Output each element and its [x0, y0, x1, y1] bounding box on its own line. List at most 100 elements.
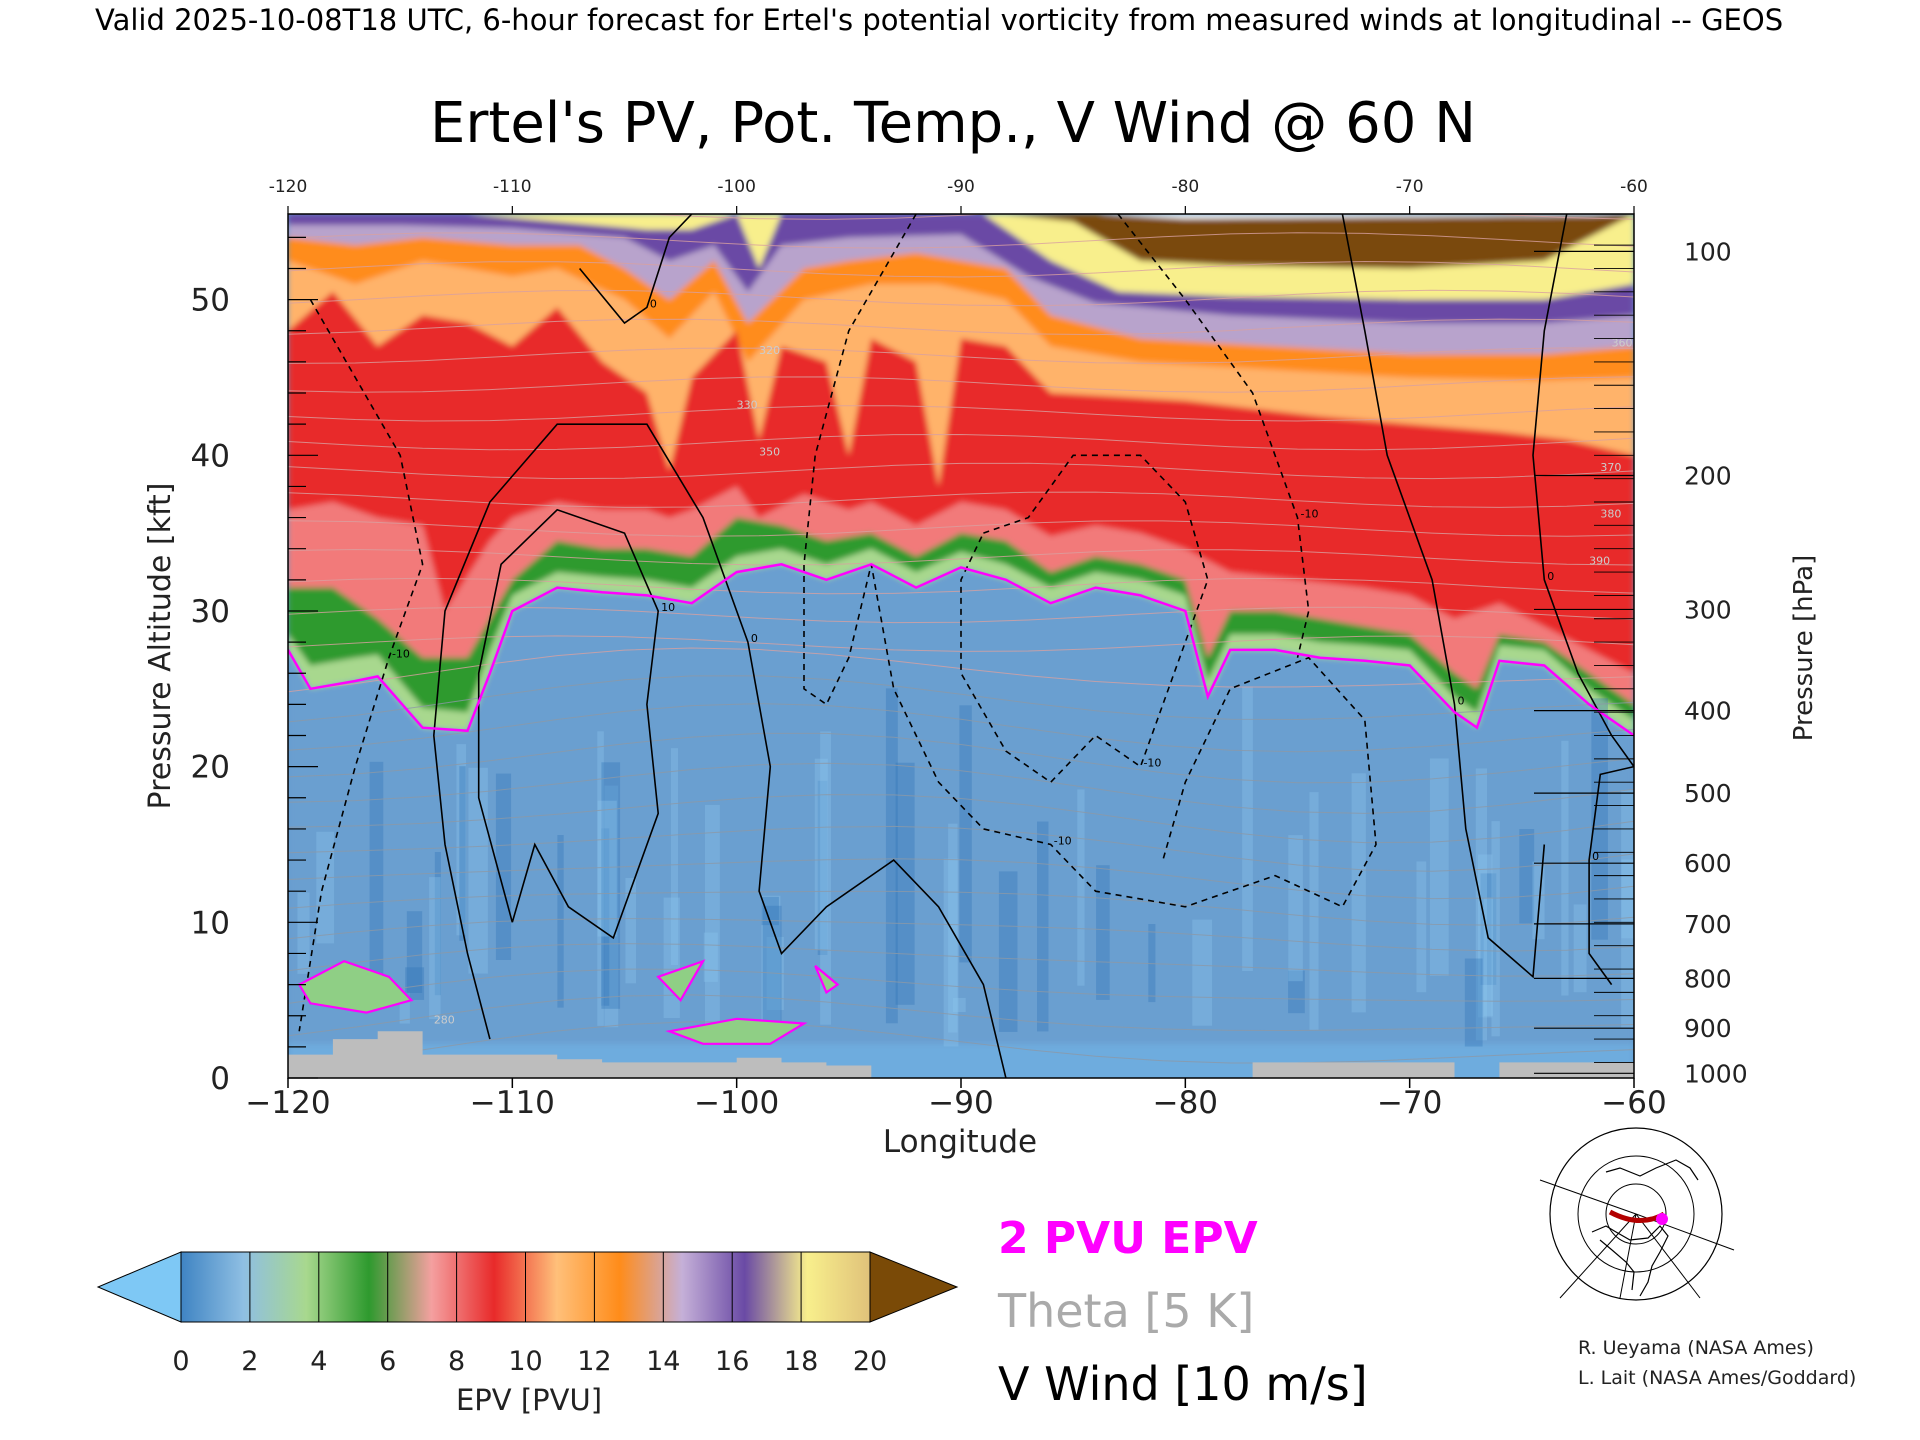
v-wind-label: -10: [392, 648, 410, 661]
colorbar-over-arrow: [869, 1251, 959, 1323]
chart-title: Ertel's PV, Pot. Temp., V Wind @ 60 N: [430, 91, 1476, 156]
pv-2pvu-patch: [814, 965, 840, 995]
v-wind-contour: [1341, 214, 1546, 979]
pv-streak: [817, 780, 828, 955]
y-axis-right: 100 200 300 400 500 600 700 800 900 1000: [1534, 237, 1748, 1088]
v-wind-label: 0: [1547, 570, 1554, 583]
pv-streak: [1429, 758, 1449, 976]
v-wind-contour: [477, 508, 660, 940]
pressure-tick-label: 200: [1684, 462, 1732, 491]
pv-streak: [1192, 919, 1213, 1026]
map-meridian: [1619, 1213, 1637, 1299]
orography-fill: [288, 1031, 1634, 1078]
pv-streak: [1573, 904, 1587, 993]
pv-streak: [948, 823, 958, 1033]
pv-streak: [1351, 773, 1366, 1013]
pv-streak: [895, 762, 915, 1005]
v-wind-label: 0: [1592, 850, 1599, 863]
pv-streak: [761, 895, 781, 1037]
colorbar: 0 2 4 6 8 10 12 14 16 18 20: [96, 1251, 959, 1377]
theta-contour: [288, 462, 1634, 480]
pv-streak: [456, 744, 467, 936]
theta-contour: [288, 994, 1634, 1037]
theta-label: 390: [1589, 554, 1610, 567]
map-coastline: [1591, 1225, 1669, 1297]
theta-contours: 280 320 330 350 360 370 380 390: [288, 214, 1634, 1068]
theta-contour: [288, 260, 1634, 278]
theta-contour: [288, 491, 1634, 508]
pv-streak: [663, 897, 680, 1018]
x-axis-bottom: −120 −110 −100 −90 −80 −70 −60: [245, 1078, 1667, 1121]
pv-2pvu-patch: [297, 960, 414, 1014]
y-axis-left-label: Pressure Altitude [kft]: [143, 483, 178, 810]
x-tick-top-label: -110: [493, 177, 532, 197]
pv-2pvu-patch: [665, 1017, 808, 1045]
pv-streak: [406, 911, 423, 993]
pv-streak: [885, 688, 898, 1024]
pv-streak: [1288, 835, 1303, 982]
pv-streak: [1096, 865, 1110, 1000]
pv-streak: [820, 731, 831, 1025]
pv-streak: [761, 896, 779, 926]
legend-entry: Theta [5 K]: [997, 1284, 1254, 1338]
map-meridian: [1559, 1213, 1637, 1299]
y-axis-right-label: Pressure [hPa]: [1789, 555, 1819, 742]
y-tick-label: 50: [191, 283, 230, 319]
pressure-tick-label: 100: [1684, 237, 1732, 266]
colorbar-tick-label: 0: [172, 1346, 189, 1377]
valid-time-line: Valid 2025-10-08T18 UTC, 6-hour forecast…: [95, 3, 1783, 37]
v-wind-contour: [803, 214, 1377, 908]
theta-label: 380: [1600, 508, 1621, 521]
pressure-tick-label: 400: [1684, 697, 1732, 726]
pv-2pvu-contour: [288, 562, 1634, 1045]
x-tick-label: −90: [928, 1085, 993, 1121]
pv-streak: [998, 871, 1018, 1032]
x-tick-label: −70: [1377, 1085, 1442, 1121]
theta-contour: [288, 635, 1634, 652]
locator-map: [1538, 1127, 1735, 1301]
pv-streak: [625, 878, 636, 984]
pv-streak: [1416, 861, 1427, 993]
y-tick-label: 30: [191, 594, 230, 630]
theta-contour: [288, 675, 1634, 723]
pv-streak: [1037, 821, 1049, 1032]
pv-streak: [670, 748, 678, 965]
x-axis-top: -120 -110 -100 -90 -80 -70 -60: [269, 177, 1648, 214]
pressure-tick-label: 500: [1684, 779, 1732, 808]
x-tick-top-label: -70: [1396, 177, 1424, 197]
y-tick-label: 40: [191, 438, 230, 474]
x-tick-top-label: -90: [947, 177, 975, 197]
orography: [288, 1031, 1634, 1078]
pv-streak: [1288, 970, 1305, 1014]
v-wind-contour: [960, 454, 1209, 784]
x-tick-top-label: -120: [269, 177, 308, 197]
x-axis-label: Longitude: [883, 1124, 1037, 1160]
colorbar-tick-label: 14: [646, 1346, 680, 1377]
pv-streak: [597, 800, 617, 937]
map-frame: [1538, 1150, 1734, 1298]
pv-streak: [1483, 897, 1494, 1016]
pv-streak: [1491, 821, 1500, 1037]
colorbar-under-arrow: [96, 1251, 182, 1323]
theta-contour: [288, 318, 1634, 336]
pressure-tick-label: 800: [1684, 964, 1732, 993]
pv-2pvu-line: [288, 562, 1634, 737]
x-tick-top-label: -60: [1620, 177, 1648, 197]
colorbar-tick-label: 18: [784, 1346, 818, 1377]
v-wind-label: 10: [661, 601, 675, 614]
v-wind-label: 0: [1458, 694, 1465, 707]
theta-label: 320: [759, 344, 780, 357]
pv-streak: [1480, 873, 1497, 985]
pv-streak: [297, 892, 310, 974]
x-tick-label: −80: [1153, 1085, 1218, 1121]
y-tick-label: 10: [191, 905, 230, 941]
pv-streak: [1519, 829, 1535, 924]
pv-streak: [597, 731, 604, 1026]
theta-contour: [288, 1021, 1634, 1068]
pressure-tick-label: 600: [1684, 849, 1732, 878]
credit-line-1: R. Ueyama (NASA Ames): [1578, 1337, 1814, 1359]
theta-contour: [288, 347, 1634, 364]
legend-entry: 2 PVU EPV: [998, 1213, 1258, 1264]
pv-streak: [1621, 790, 1634, 1028]
y-tick-label: 20: [191, 750, 230, 786]
